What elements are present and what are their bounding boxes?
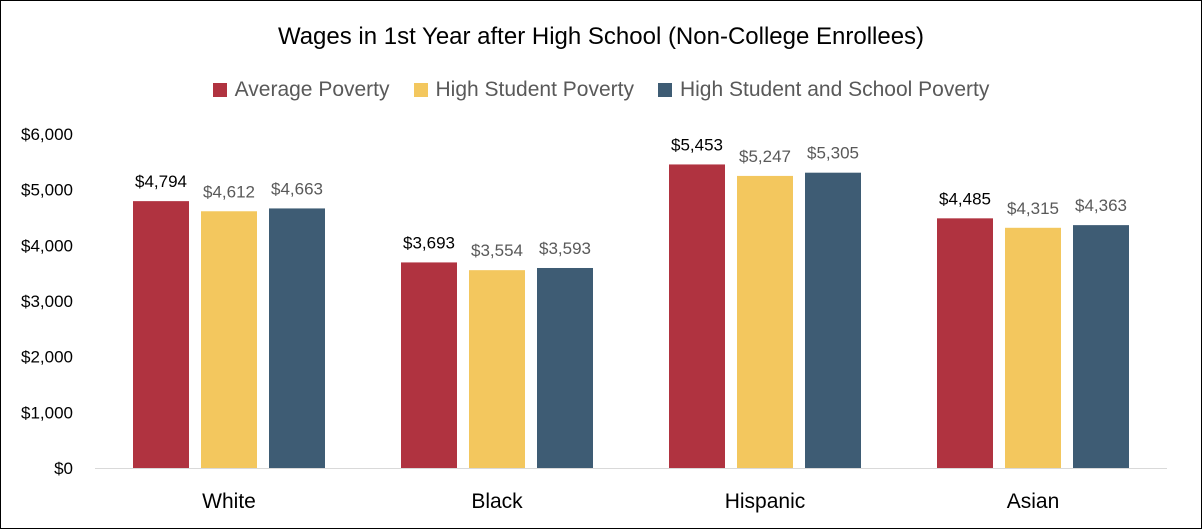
data-label: $4,663	[271, 179, 323, 198]
bar	[269, 208, 325, 468]
data-label: $4,612	[203, 182, 255, 201]
bar	[805, 172, 861, 468]
y-tick-label: $0	[54, 459, 73, 478]
bar	[469, 270, 525, 468]
legend-swatch-high-student-poverty	[413, 83, 428, 97]
data-label: $4,315	[1007, 199, 1059, 218]
bar	[937, 218, 993, 468]
data-label: $3,554	[471, 241, 523, 260]
y-tick-label: $4,000	[21, 236, 73, 255]
bar	[1073, 225, 1129, 468]
x-category-label: Hispanic	[725, 490, 806, 513]
y-tick-label: $5,000	[21, 181, 73, 200]
bar	[401, 262, 457, 468]
bar	[537, 267, 593, 468]
bar	[201, 211, 257, 469]
legend-item-high-student-poverty: High Student Poverty	[413, 78, 634, 102]
data-label: $4,485	[939, 189, 991, 208]
data-label: $3,593	[539, 239, 591, 258]
data-label: $4,794	[135, 172, 187, 191]
legend-swatch-average-poverty	[212, 83, 227, 97]
bar	[669, 164, 725, 469]
legend-item-high-student-school-poverty: High Student and School Poverty	[657, 78, 990, 102]
bar	[1005, 227, 1061, 468]
data-label: $5,453	[671, 135, 723, 154]
legend-label-average-poverty: Average Poverty	[234, 78, 390, 101]
data-label: $5,305	[807, 144, 859, 163]
data-label: $5,247	[739, 147, 791, 166]
y-tick-label: $3,000	[21, 292, 73, 311]
y-tick-label: $1,000	[21, 403, 73, 422]
legend-label-high-student-poverty: High Student Poverty	[435, 78, 634, 101]
legend-item-average-poverty: Average Poverty	[212, 78, 390, 102]
data-label: $3,693	[403, 233, 455, 252]
legend-swatch-high-student-school-poverty	[657, 83, 672, 97]
x-category-label: Asian	[1007, 490, 1060, 513]
x-category-label: White	[202, 490, 256, 513]
x-category-label: Black	[471, 490, 523, 513]
legend-label-high-student-school-poverty: High Student and School Poverty	[679, 78, 990, 101]
y-tick-label: $2,000	[21, 348, 73, 367]
bar	[737, 175, 793, 469]
chart-legend: Average Poverty High Student Poverty Hig…	[1, 77, 1201, 103]
data-label: $4,363	[1075, 196, 1127, 215]
y-tick-label: $6,000	[21, 125, 73, 144]
bar	[133, 201, 189, 468]
chart-title: Wages in 1st Year after High School (Non…	[277, 23, 925, 50]
